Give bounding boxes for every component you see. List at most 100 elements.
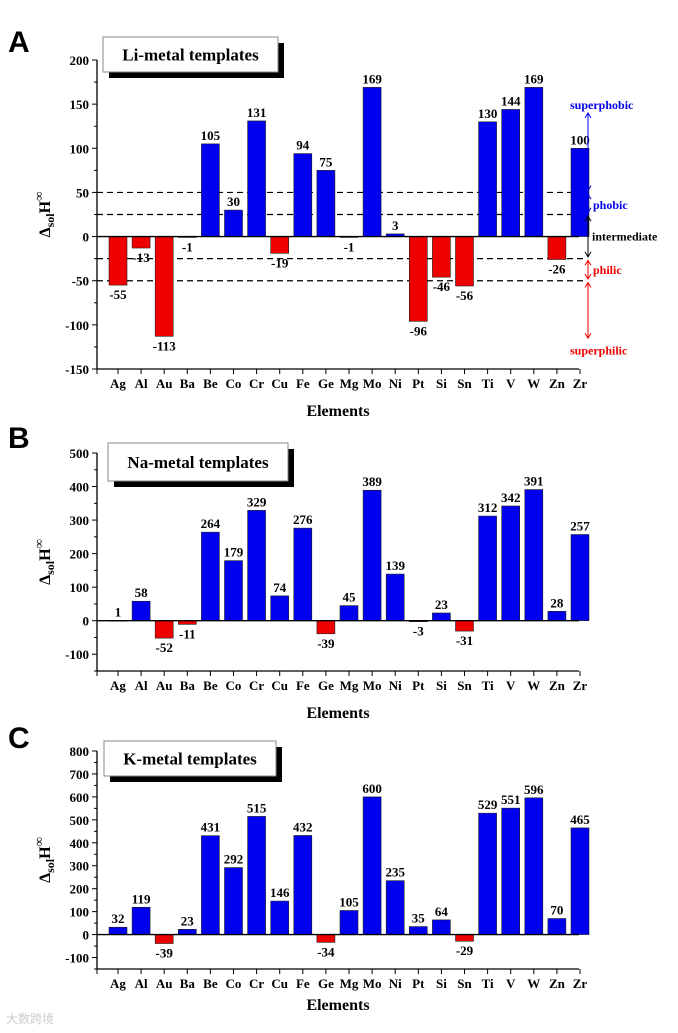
- y-tick-label: -100: [65, 951, 89, 966]
- data-label: 431: [201, 820, 221, 835]
- annotation-superphilic: superphilic: [570, 344, 628, 358]
- x-tick-label: Ti: [482, 376, 494, 391]
- x-tick-label: Ni: [389, 376, 402, 391]
- data-label: -39: [317, 636, 335, 651]
- data-label: 130: [478, 106, 498, 121]
- chart-title: Na-metal templates: [127, 453, 269, 472]
- bar-zr: [570, 827, 590, 935]
- data-label: -3: [413, 624, 424, 639]
- data-label: 146: [270, 885, 290, 900]
- subscript: sol: [43, 213, 57, 228]
- y-tick-label: 400: [70, 836, 90, 851]
- x-tick-label: Ba: [180, 678, 196, 693]
- data-label: 329: [247, 494, 267, 509]
- y-tick-label: 150: [70, 97, 90, 112]
- y-tick-label: 100: [70, 905, 90, 920]
- delta: Δ: [37, 575, 54, 585]
- y-tick-label: 300: [70, 859, 90, 874]
- arrow-head: [584, 281, 592, 340]
- x-tick-label: Al: [135, 976, 148, 991]
- x-tick-label: Co: [226, 376, 242, 391]
- data-label: 75: [319, 154, 333, 169]
- x-tick-label: Zn: [549, 678, 566, 693]
- bar-co: [224, 560, 243, 621]
- data-label: 119: [132, 891, 151, 906]
- y-tick-label: 100: [70, 141, 90, 156]
- bar-mg: [339, 910, 359, 935]
- y-tick-label: 200: [70, 547, 90, 562]
- h: H: [37, 846, 54, 859]
- data-label: 276: [293, 512, 313, 527]
- data-label: 391: [524, 474, 544, 489]
- data-label: 169: [362, 71, 382, 86]
- bar-be: [201, 835, 220, 935]
- x-tick-label: Be: [203, 376, 218, 391]
- data-label: -13: [132, 250, 150, 265]
- title-box: [107, 442, 289, 482]
- bar-zr: [570, 534, 590, 621]
- data-label: 94: [296, 138, 310, 153]
- annotation-philic: philic: [593, 263, 622, 277]
- x-tick-label: Ni: [389, 976, 402, 991]
- y-tick-label: 800: [70, 744, 90, 759]
- x-tick-label: Be: [203, 976, 218, 991]
- x-tick-label: Al: [135, 376, 148, 391]
- bar-al: [131, 236, 151, 249]
- x-tick-label: Fe: [296, 976, 310, 991]
- data-label: 45: [343, 590, 357, 605]
- data-label: 515: [247, 800, 267, 815]
- x-tick-label: Ge: [318, 678, 334, 693]
- bar-ba: [178, 929, 197, 935]
- bar-zn: [547, 611, 567, 621]
- bar-zn: [547, 918, 567, 935]
- x-tick-label: W: [527, 678, 540, 693]
- data-label: 179: [224, 545, 244, 560]
- x-tick-label: Fe: [296, 376, 310, 391]
- x-tick-label: Au: [156, 678, 173, 693]
- y-tick-label: 500: [70, 446, 90, 461]
- x-tick-label: Ag: [110, 376, 126, 391]
- subscript: sol: [43, 858, 57, 873]
- data-label: -1: [182, 239, 193, 254]
- x-tick-label: Mo: [363, 376, 382, 391]
- bar-ge: [316, 620, 336, 635]
- y-tick-label: -50: [72, 274, 89, 289]
- x-tick-label: Mg: [340, 976, 359, 991]
- x-tick-label: Sn: [457, 976, 472, 991]
- data-label: 100: [570, 132, 590, 147]
- x-axis-label: Elements: [306, 997, 369, 1014]
- data-label: 58: [135, 585, 149, 600]
- data-label: 312: [478, 500, 498, 515]
- bar-ti: [478, 515, 497, 621]
- bar-ni: [385, 880, 405, 935]
- bar-ge: [316, 934, 336, 943]
- x-tick-label: Co: [226, 976, 242, 991]
- data-label: 35: [412, 911, 426, 926]
- bar-be: [201, 143, 220, 237]
- bar-w: [524, 87, 544, 237]
- data-label: 292: [224, 852, 244, 867]
- data-label: -19: [271, 255, 289, 270]
- bar-mo: [362, 87, 382, 237]
- x-tick-label: Ti: [482, 678, 494, 693]
- x-tick-label: Si: [436, 376, 447, 391]
- x-tick-label: Ag: [110, 678, 126, 693]
- x-tick-label: Zn: [549, 376, 566, 391]
- x-tick-label: V: [506, 376, 516, 391]
- bar-be: [201, 531, 220, 621]
- y-tick-label: 100: [70, 580, 90, 595]
- x-tick-label: Cu: [271, 976, 288, 991]
- bar-sn: [455, 236, 474, 287]
- y-axis-label: ΔsolH∞: [31, 192, 57, 238]
- data-label: 342: [501, 490, 521, 505]
- y-axis-label: ΔsolH∞: [31, 837, 57, 883]
- bar-sn: [455, 934, 474, 942]
- y-tick-label: 50: [76, 185, 89, 200]
- bar-au: [154, 934, 174, 944]
- x-tick-label: Mg: [340, 376, 359, 391]
- data-label: -11: [179, 626, 196, 641]
- h: H: [37, 200, 54, 213]
- data-label: 30: [227, 194, 240, 209]
- data-label: -46: [433, 279, 451, 294]
- data-label: 144: [501, 93, 521, 108]
